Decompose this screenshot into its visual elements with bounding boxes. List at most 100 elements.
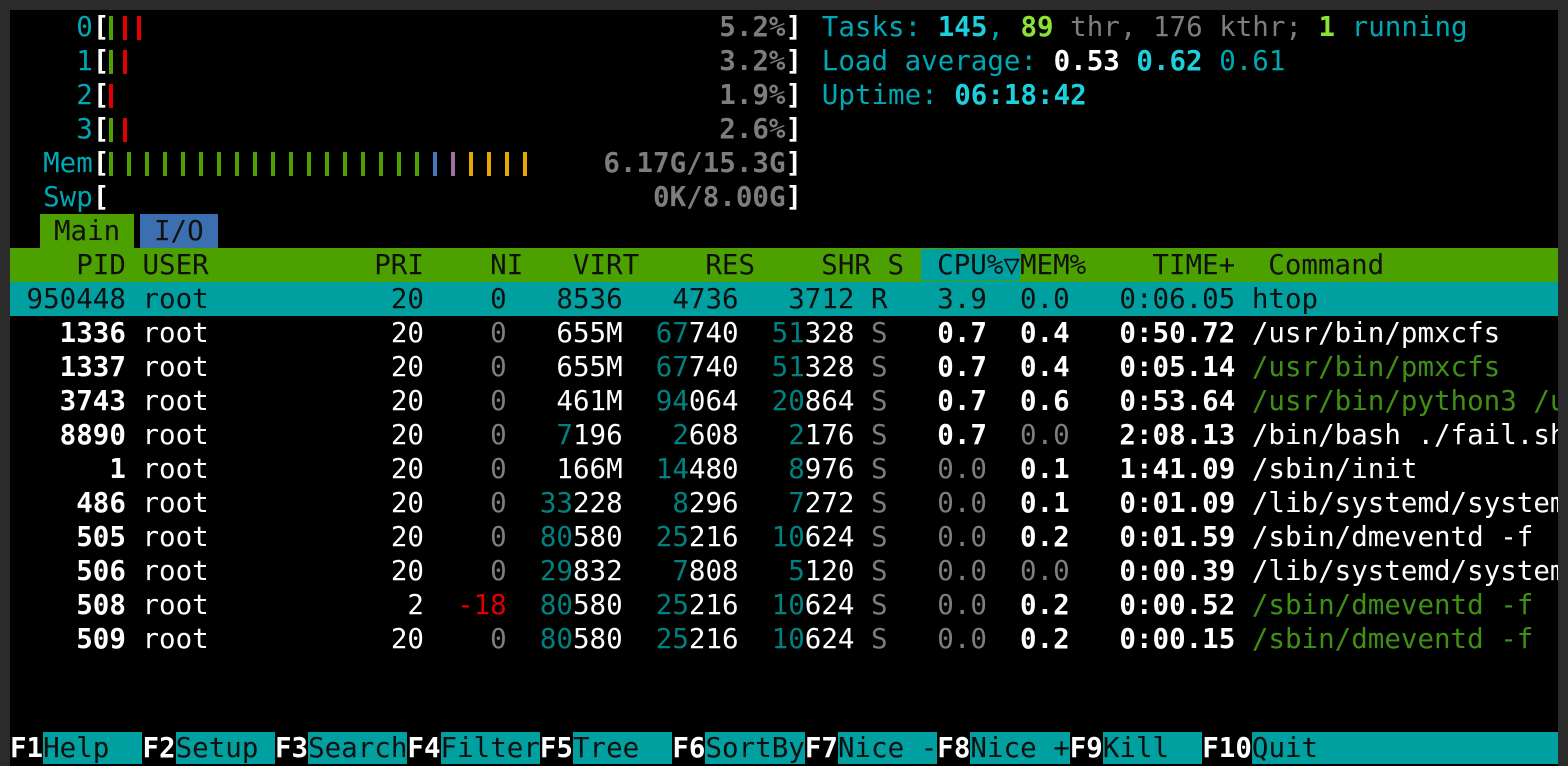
cell-time: 0:00.15 — [1069, 623, 1236, 655]
cell-gap — [854, 521, 871, 553]
meter-bar-segment — [253, 152, 257, 176]
process-row[interactable]: 1337 root 20 0 655M 67740 51328 S 0.7 0.… — [10, 350, 1558, 384]
meter-bar-segment — [379, 152, 383, 176]
cell-command: /usr/bin/python3 /u — [1251, 385, 1558, 417]
tasks-summary: Tasks: 145, 89 thr, 176 kthr; 1 running — [822, 10, 1468, 44]
fkey-label-tree[interactable]: Tree — [573, 732, 673, 764]
cell-user: root — [142, 283, 292, 315]
fkey-f5[interactable]: F5 — [539, 732, 573, 764]
cell-user: root — [142, 453, 292, 485]
meter-value-text: 0K/8.00G — [653, 181, 786, 213]
fkey-label-kill[interactable]: Kill — [1102, 732, 1203, 764]
load-average-summary: Load average: 0.53 0.62 0.61 — [822, 44, 1286, 78]
table-column-header[interactable]: PID USER PRI NI VIRT RES SHR S CPU%▽MEM%… — [10, 248, 1558, 282]
process-list[interactable]: 950448 root 20 0 8536 4736 3712 R 3.9 0.… — [10, 282, 1558, 656]
cell-command: /usr/bin/pmxcfs — [1251, 317, 1501, 349]
fkey-f3[interactable]: F3 — [274, 732, 309, 764]
thread-label: thr, — [1053, 11, 1153, 43]
process-row[interactable]: 505 root 20 0 80580 25216 10624 S 0.0 0.… — [10, 520, 1558, 554]
fkey-label-quit[interactable]: Quit — [1251, 732, 1319, 764]
cell-user: root — [142, 487, 292, 519]
cell-shr: 10624 — [738, 623, 855, 655]
cell-virt: 80580 — [506, 521, 623, 553]
kthread-count: 176 — [1152, 11, 1203, 43]
cell-cpu: 3.9 — [887, 283, 987, 315]
process-row[interactable]: 486 root 20 0 33228 8296 7272 S 0.0 0.1 … — [10, 486, 1558, 520]
fkey-label-search[interactable]: Search — [308, 732, 408, 764]
fkey-f2[interactable]: F2 — [142, 732, 176, 764]
tasks-total: 145 — [937, 11, 988, 43]
fkey-label-sortby[interactable]: SortBy — [705, 732, 805, 764]
running-count: 1 — [1318, 11, 1336, 43]
header-columns-left[interactable]: PID USER PRI NI VIRT RES SHR S — [10, 249, 921, 281]
cell-mem: 0.4 — [986, 351, 1070, 383]
cell-user: root — [142, 419, 292, 451]
cell-res: 25216 — [622, 521, 739, 553]
fkey-label-nice-[interactable]: Nice + — [970, 732, 1070, 764]
fkey-f7[interactable]: F7 — [804, 732, 838, 764]
cell-gap — [1235, 487, 1252, 519]
cell-nice: 0 — [423, 351, 507, 383]
tab-main[interactable]: Main — [40, 214, 135, 248]
fkey-f1[interactable]: F1 — [10, 732, 44, 764]
meter-label: Swp — [10, 181, 93, 213]
process-row[interactable]: 509 root 20 0 80580 25216 10624 S 0.0 0.… — [10, 622, 1558, 656]
cell-shr: 51328 — [738, 317, 855, 349]
cell-virt: 655M — [556, 351, 623, 383]
meter-bracket-close: ] — [785, 11, 803, 43]
cell-gap — [126, 521, 143, 553]
cell-cpu: 0.0 — [887, 623, 987, 655]
cell-state: S — [871, 385, 888, 417]
fkey-f10[interactable]: F10 — [1202, 732, 1252, 764]
cell-nice: 0 — [423, 385, 507, 417]
fkey-f9[interactable]: F9 — [1069, 732, 1103, 764]
cell-virt: 7196 — [506, 419, 623, 451]
cell-cpu: 0.0 — [887, 521, 987, 553]
cell-state: S — [871, 453, 888, 485]
fkey-f8[interactable]: F8 — [937, 732, 971, 764]
cell-virt: 461M — [556, 385, 623, 417]
process-row[interactable]: 1 root 20 0 166M 14480 8976 S 0.0 0.1 1:… — [10, 452, 1558, 486]
fkey-f6[interactable]: F6 — [672, 732, 706, 764]
process-row[interactable]: 1336 root 20 0 655M 67740 51328 S 0.7 0.… — [10, 316, 1558, 350]
process-row-selected[interactable]: 950448 root 20 0 8536 4736 3712 R 3.9 0.… — [10, 282, 1558, 316]
cpu-meter-label: 0 — [10, 11, 93, 43]
cell-gap — [854, 385, 871, 417]
cell-gap — [854, 419, 871, 451]
meter-bar-segment — [343, 152, 347, 176]
header-columns-right[interactable]: MEM% TIME+ Command — [1019, 249, 1385, 281]
process-row[interactable]: 508 root 2 -18 80580 25216 10624 S 0.0 0… — [10, 588, 1558, 622]
process-row[interactable]: 8890 root 20 0 7196 2608 2176 S 0.7 0.0 … — [10, 418, 1558, 452]
header-sort-column[interactable]: CPU%▽ — [920, 249, 1020, 281]
cell-state: S — [871, 555, 888, 587]
meter-bar-segment — [469, 152, 473, 176]
cell-nice: 0 — [423, 317, 507, 349]
fkey-f4[interactable]: F4 — [407, 732, 441, 764]
process-row[interactable]: 3743 root 20 0 461M 94064 20864 S 0.7 0.… — [10, 384, 1558, 418]
tasks-label: Tasks: — [821, 11, 938, 43]
cell-mem: 0.4 — [986, 317, 1070, 349]
function-key-bar[interactable]: F1Help F2Setup F3SearchF4FilterF5Tree F6… — [10, 730, 1558, 766]
cell-pid: 505 — [10, 521, 126, 553]
cell-virt: 655M — [556, 317, 623, 349]
cell-mem: 0.6 — [986, 385, 1070, 417]
meter-value-text: 6.17G/15.3G — [603, 147, 786, 179]
fkey-label-help[interactable]: Help — [43, 732, 143, 764]
cell-nice: 0 — [423, 283, 507, 315]
cell-state: S — [871, 589, 888, 621]
load-5min: 0.62 — [1136, 45, 1203, 77]
process-row[interactable]: 506 root 20 0 29832 7808 5120 S 0.0 0.0 … — [10, 554, 1558, 588]
fkey-label-setup[interactable]: Setup — [175, 732, 275, 764]
cell-state: S — [871, 521, 888, 553]
cell-gap — [1235, 589, 1252, 621]
cell-nice: -18 — [423, 589, 507, 621]
cell-nice: 0 — [423, 521, 507, 553]
tab-i-o[interactable]: I/O — [140, 214, 218, 248]
tab-bar[interactable]: Main I/O — [10, 214, 1558, 248]
cell-res: 94064 — [622, 385, 739, 417]
cell-res: 14480 — [622, 453, 739, 485]
fkey-label-nice-[interactable]: Nice - — [837, 732, 938, 764]
fkey-label-filter[interactable]: Filter — [440, 732, 540, 764]
meter-bar-segment — [361, 152, 365, 176]
meter-bar-segment — [325, 152, 329, 176]
